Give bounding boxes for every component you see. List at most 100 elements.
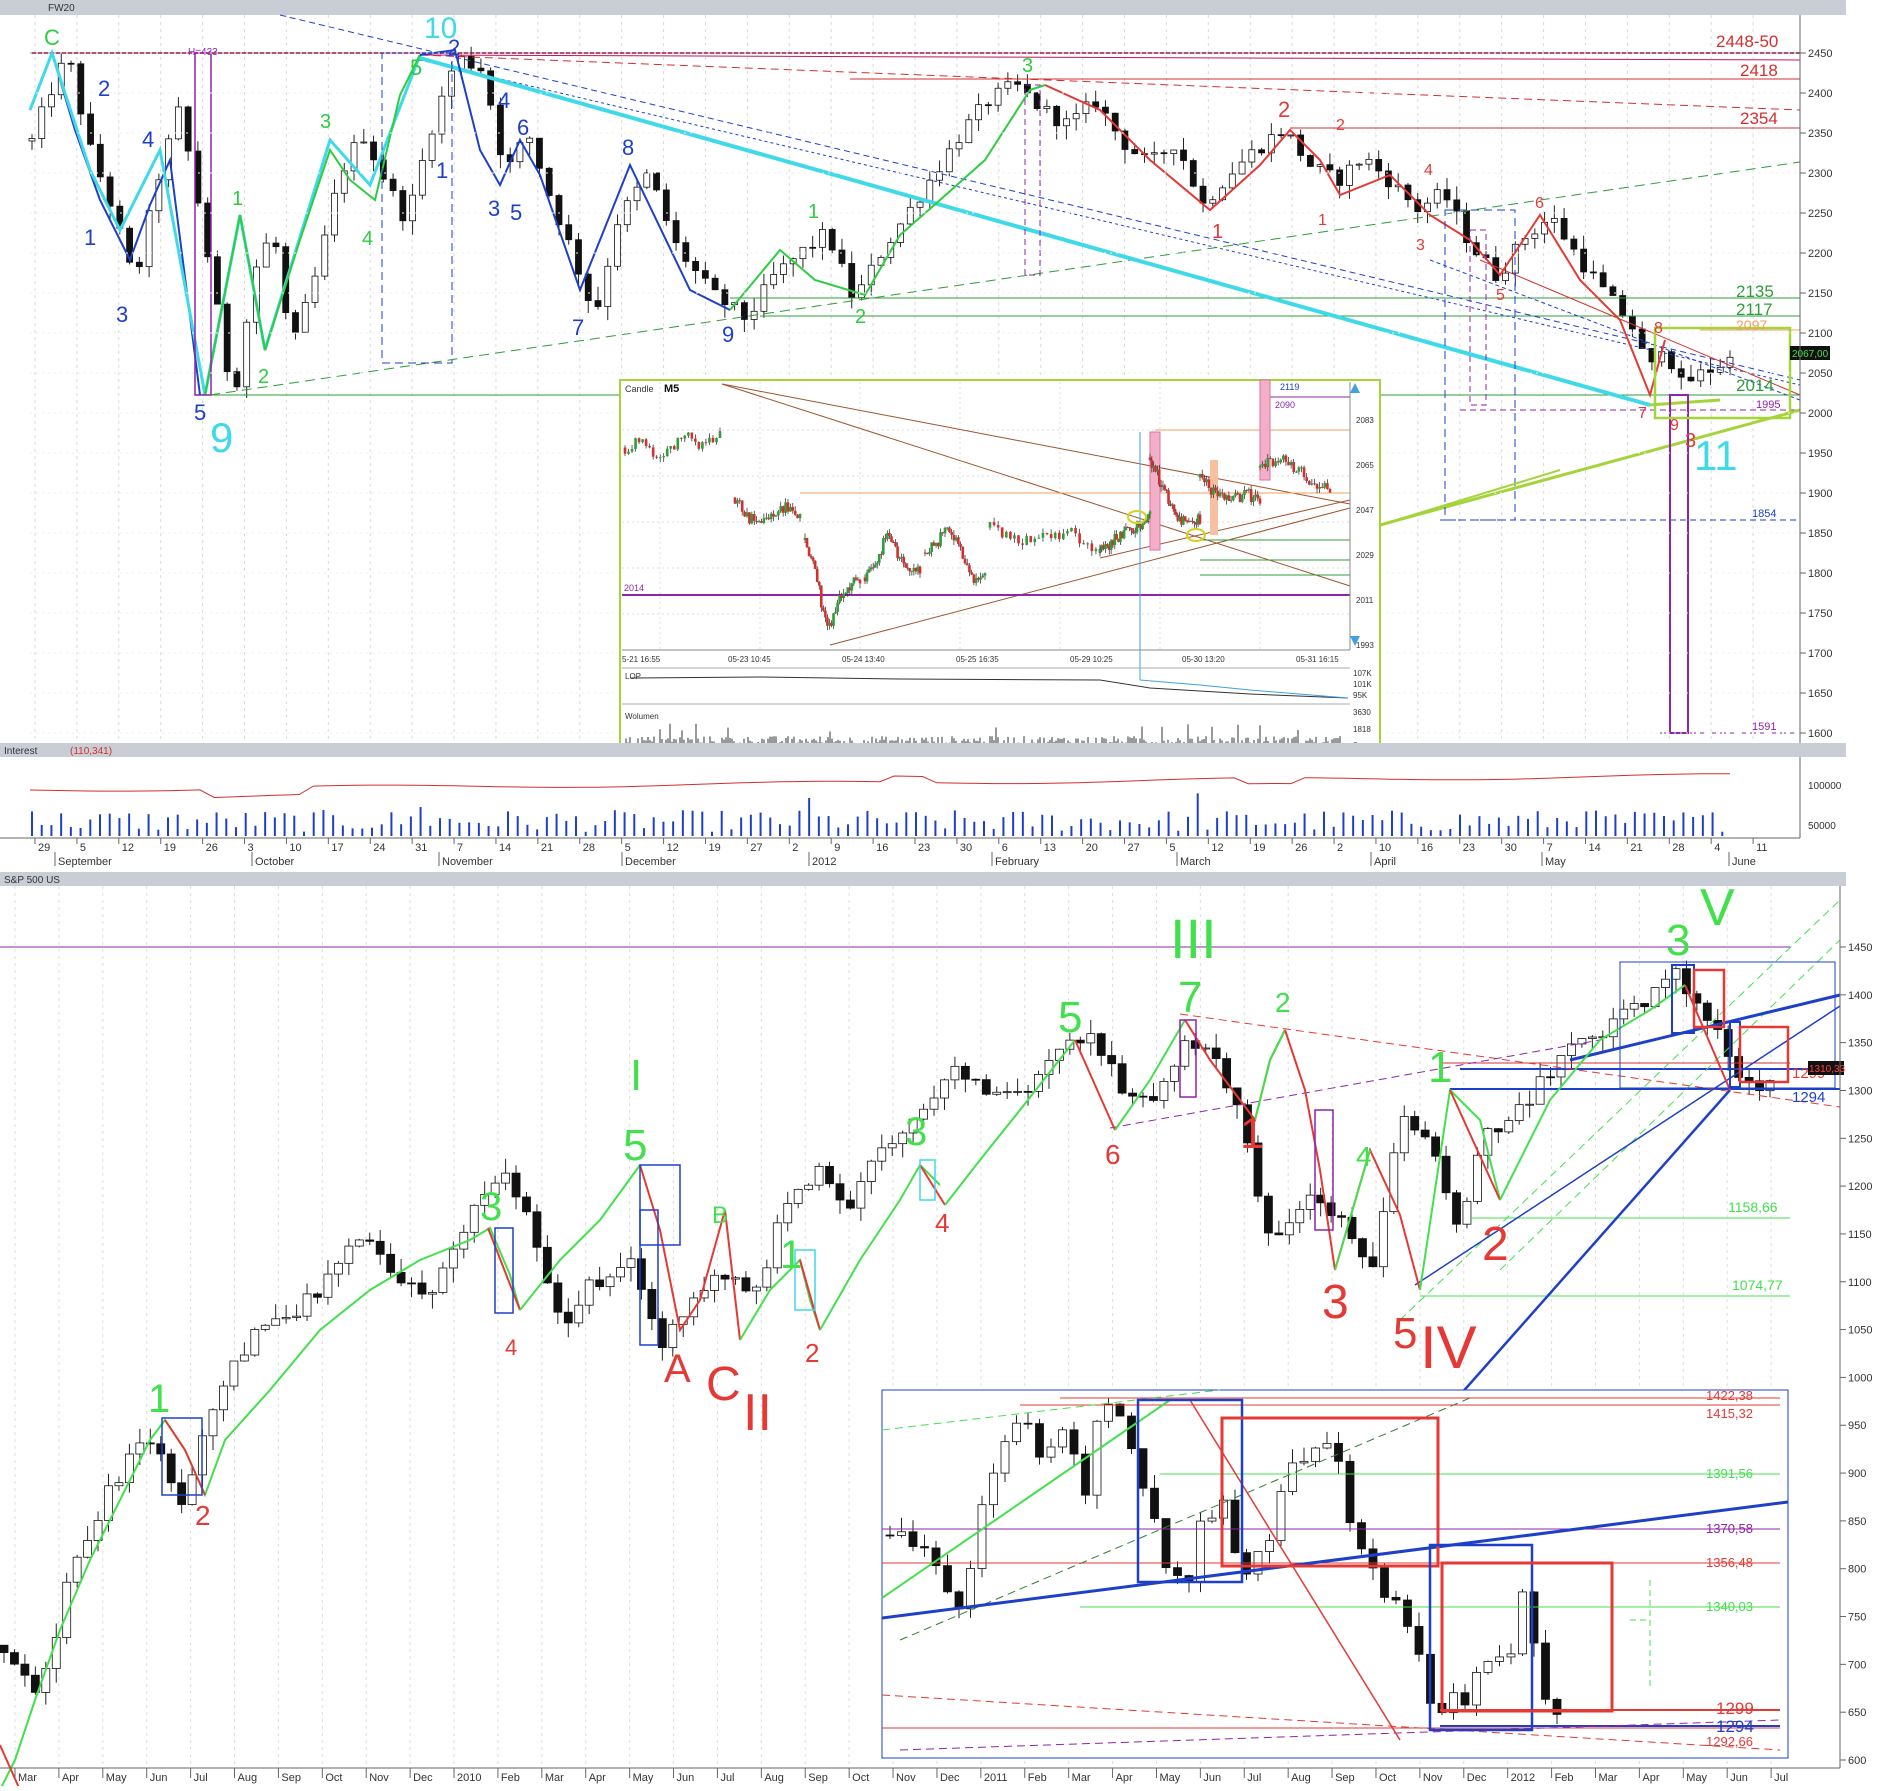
- svg-text:5: 5: [194, 400, 206, 425]
- top-x-day-tick: 30: [1505, 842, 1517, 854]
- inset-sp-chart: 1422,38 1415,32 1391,56 1370,58 1356,48 …: [881, 1388, 1789, 1759]
- svg-text:1: 1: [808, 201, 819, 223]
- top-x-day-tick: 5: [625, 842, 631, 854]
- svg-text:4: 4: [505, 1335, 517, 1360]
- top-x-month-tick: June: [1732, 856, 1756, 868]
- level-label-h433: H=433: [188, 47, 218, 58]
- inset-sp-level: 1391,56: [1706, 1466, 1753, 1481]
- top-x-day-tick: 10: [289, 842, 301, 854]
- top-x-day-tick: 30: [960, 842, 972, 854]
- top-x-day-tick: 10: [1379, 842, 1391, 854]
- top-x-day-tick: 26: [206, 842, 218, 854]
- top-x-day-tick: 12: [122, 842, 134, 854]
- bottom-y-tick: 600: [1848, 1755, 1866, 1767]
- interest-label: Interest: [4, 746, 38, 757]
- bottom-y-tick: 1050: [1848, 1325, 1872, 1337]
- bottom-x-tick: Jun: [1203, 1772, 1221, 1784]
- inset-sp-level: 1294: [1716, 1717, 1754, 1736]
- top-x-day-tick: 6: [1002, 842, 1008, 854]
- bottom-x-tick: Feb: [501, 1772, 520, 1784]
- svg-text:9: 9: [210, 414, 233, 461]
- bottom-x-tick: Apr: [62, 1772, 79, 1784]
- svg-text:5: 5: [1393, 1309, 1417, 1358]
- svg-text:2: 2: [1275, 987, 1291, 1018]
- top-x-month-tick: December: [625, 856, 676, 868]
- svg-text:A: A: [664, 1347, 691, 1391]
- svg-text:1: 1: [1212, 221, 1223, 243]
- interest-tick: 50000: [1808, 821, 1836, 832]
- bottom-x-tick: Mar: [18, 1772, 37, 1784]
- bottom-x-tick: 2011: [984, 1772, 1008, 1784]
- top-y-axis: 2450 2400 2350 2300 2250 2200 2150 2100 2050 2000…: [30, 48, 1832, 740]
- svg-text:6: 6: [1105, 1139, 1121, 1170]
- bottom-x-tick: Jul: [1774, 1772, 1788, 1784]
- bottom-y-tick: 700: [1848, 1659, 1866, 1671]
- bottom-x-tick: Jun: [677, 1772, 695, 1784]
- svg-text:5: 5: [510, 200, 522, 225]
- top-x-day-tick: 21: [1630, 842, 1642, 854]
- svg-text:1: 1: [232, 188, 243, 210]
- inset-x-tick: 05-29 10:25: [1070, 655, 1113, 664]
- top-x-day-tick: 7: [457, 842, 463, 854]
- bottom-x-tick: Mar: [1072, 1772, 1091, 1784]
- top-x-day-tick: 17: [331, 842, 343, 854]
- svg-text:3: 3: [1666, 916, 1690, 965]
- inset-y-tick: 1993: [1356, 641, 1374, 650]
- svg-text:1: 1: [1240, 1109, 1264, 1158]
- top-x-axis: 29 5 12 19 26 3 10 17 24 31 7 14 21 28 5 12 19 27 2 9 16 23 30…: [0, 837, 1800, 868]
- svg-text:2: 2: [855, 306, 866, 328]
- top-x-day-tick: 19: [708, 842, 720, 854]
- top-y-tick: 2150: [1808, 288, 1832, 300]
- top-x-day-tick: 4: [1714, 842, 1720, 854]
- svg-text:1: 1: [436, 158, 448, 183]
- svg-text:6: 6: [1535, 195, 1544, 212]
- bottom-x-tick: Sep: [281, 1772, 301, 1784]
- level-label-2354: 2354: [1740, 109, 1778, 128]
- bottom-y-tick: 750: [1848, 1612, 1866, 1624]
- bottom-y-tick: 1300: [1848, 1085, 1872, 1097]
- top-y-tick: 2100: [1808, 328, 1832, 340]
- inset-level-2090: 2090: [1275, 400, 1295, 410]
- top-y-tick: 2250: [1808, 208, 1832, 220]
- bottom-x-tick: Nov: [1423, 1772, 1443, 1784]
- inset-level-2014: 2014: [624, 583, 644, 593]
- top-x-month-tick: October: [255, 856, 294, 868]
- top-x-day-tick: 16: [876, 842, 888, 854]
- inset-sp-level: 1356,48: [1706, 1555, 1753, 1570]
- inset-y-tick: 2047: [1356, 506, 1374, 515]
- svg-text:1: 1: [780, 1233, 802, 1277]
- inset-sp-level: 1370,58: [1706, 1521, 1753, 1536]
- bottom-y-tick: 1000: [1848, 1372, 1872, 1384]
- bottom-y-tick: 1450: [1848, 942, 1872, 954]
- top-y-tick: 2350: [1808, 128, 1832, 140]
- inset-y-tick: 2065: [1356, 461, 1374, 470]
- bottom-x-tick: Feb: [1555, 1772, 1574, 1784]
- bottom-x-tick: Apr: [1642, 1772, 1659, 1784]
- bottom-x-tick: May: [1686, 1772, 1707, 1784]
- svg-text:2: 2: [805, 1338, 819, 1368]
- svg-text:3: 3: [480, 1185, 502, 1229]
- top-x-day-tick: 20: [1086, 842, 1098, 854]
- svg-text:9: 9: [722, 322, 734, 347]
- svg-text:3: 3: [1322, 1276, 1349, 1329]
- bottom-y-tick: 1400: [1848, 990, 1872, 1002]
- svg-text:3: 3: [905, 1110, 927, 1154]
- svg-text:5: 5: [1058, 993, 1082, 1042]
- inset-x-tick: 05-30 13:20: [1182, 655, 1225, 664]
- bottom-y-tick: 900: [1848, 1468, 1866, 1480]
- svg-text:1310,33: 1310,33: [1809, 1064, 1846, 1075]
- bottom-x-tick: Dec: [1467, 1772, 1487, 1784]
- bottom-x-tick: Dec: [413, 1772, 433, 1784]
- inset-sp-level: 1340,03: [1706, 1599, 1753, 1614]
- svg-text:3: 3: [116, 302, 128, 327]
- svg-text:1: 1: [148, 1377, 170, 1421]
- inset-volume-tick: 3630: [1353, 708, 1371, 717]
- top-x-day-tick: 21: [541, 842, 553, 854]
- level-label-1591: 1591: [1752, 721, 1776, 733]
- bottom-x-tick: May: [106, 1772, 127, 1784]
- top-x-day-tick: 13: [1044, 842, 1056, 854]
- top-panel-title: FW20: [48, 3, 75, 14]
- inset-x-tick: 05-31 16:15: [1296, 655, 1339, 664]
- inset-lop-tick: 107K: [1353, 669, 1372, 678]
- inset-lop-tick: 95K: [1353, 691, 1368, 700]
